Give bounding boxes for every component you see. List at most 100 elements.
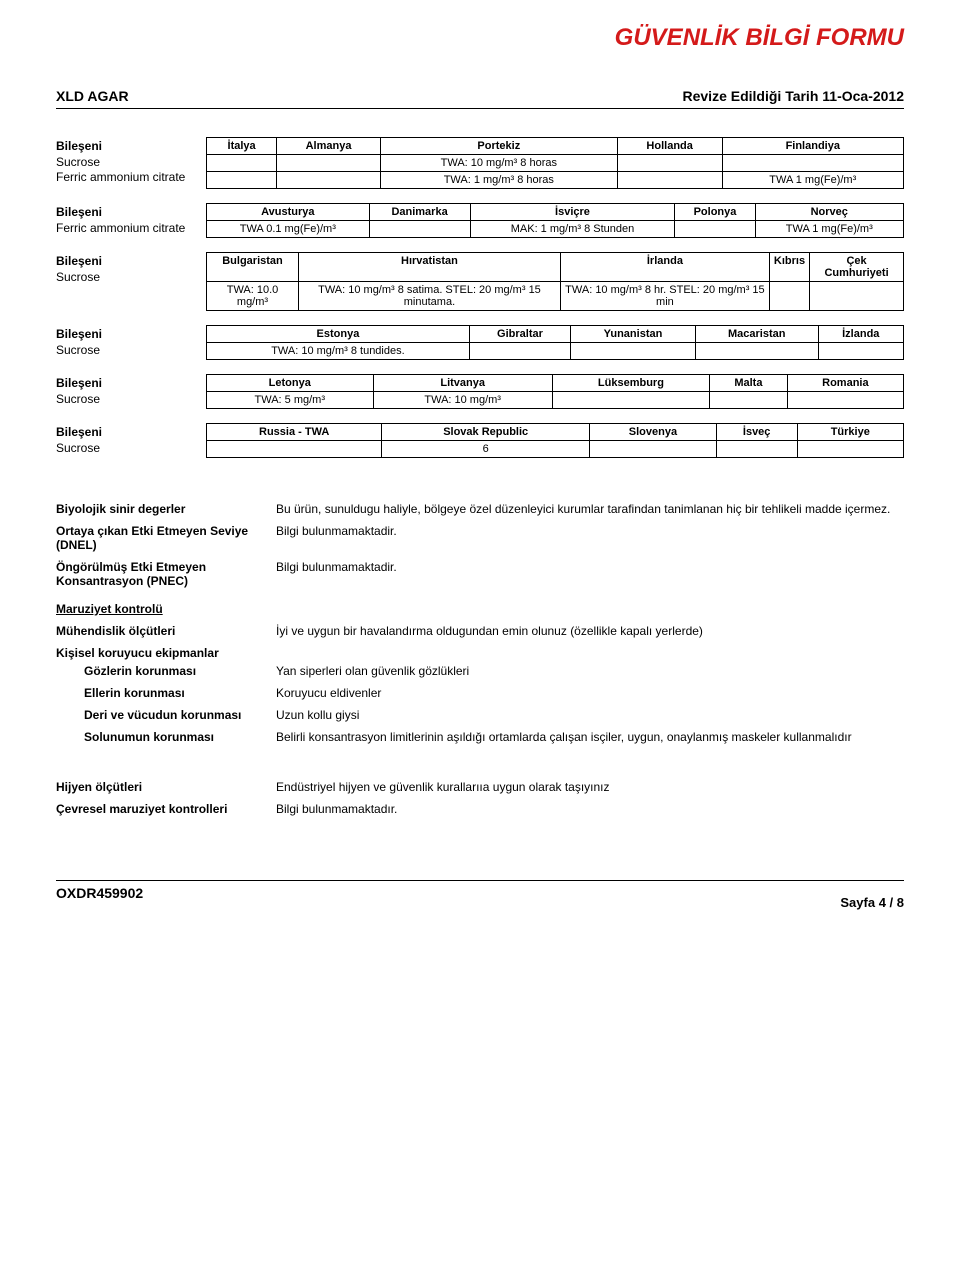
footer-code: OXDR459902 [56, 885, 143, 901]
col-header: Gibraltar [469, 326, 570, 343]
kv-value: Uzun kollu giysi [276, 708, 904, 722]
col-header: Norveç [755, 204, 903, 221]
kv-value: Bilgi bulunmamaktadir. [276, 560, 904, 588]
cell [207, 441, 382, 458]
rowhead: Bileşeni [56, 376, 206, 392]
kv-label: Mühendislik ölçütleri [56, 624, 276, 638]
rowhead: Bileşeni [56, 139, 206, 155]
cell [552, 392, 709, 409]
cell [469, 343, 570, 360]
kv-value: Bilgi bulunmamaktadir. [276, 524, 904, 552]
col-header: Letonya [207, 375, 374, 392]
cell [617, 155, 722, 172]
cell [277, 172, 381, 189]
col-header: İsveç [716, 424, 797, 441]
cell: TWA: 10 mg/m³ 8 satima. STEL: 20 mg/m³ 1… [299, 282, 561, 311]
cell [787, 392, 903, 409]
cell: TWA: 1 mg/m³ 8 horas [380, 172, 617, 189]
col-header: Romania [787, 375, 903, 392]
col-header: Malta [710, 375, 788, 392]
cell: TWA: 10 mg/m³ [373, 392, 552, 409]
col-header: Finlandiya [722, 138, 903, 155]
cell [722, 155, 903, 172]
kv-label: Biyolojik sinir degerler [56, 502, 276, 516]
kv-value: Koruyucu eldivenler [276, 686, 904, 700]
rowlabel: Sucrose [56, 155, 206, 171]
cell [571, 343, 696, 360]
col-header: İsviçre [470, 204, 675, 221]
col-header: Avusturya [207, 204, 370, 221]
col-header: Portekiz [380, 138, 617, 155]
cell [695, 343, 818, 360]
kv-label: Çevresel maruziyet kontrolleri [56, 802, 276, 816]
kv-label: Solunumun korunması [56, 730, 276, 744]
kv-value: İyi ve uygun bir havalandırma oldugundan… [276, 624, 904, 638]
data-table: Letonya Litvanya Lüksemburg Malta Romani… [206, 374, 904, 409]
rowlabel: Sucrose [56, 392, 206, 408]
col-header: Lüksemburg [552, 375, 709, 392]
subsection-heading: Kişisel koruyucu ekipmanlar [56, 646, 904, 660]
col-header: İzlanda [818, 326, 903, 343]
kv-label: Deri ve vücudun korunması [56, 708, 276, 722]
cell [277, 155, 381, 172]
rowhead: Bileşeni [56, 205, 206, 221]
col-header: Almanya [277, 138, 381, 155]
cell [207, 172, 277, 189]
cell: TWA: 10 mg/m³ 8 tundides. [207, 343, 470, 360]
cell [716, 441, 797, 458]
cell [675, 221, 755, 238]
kv-label: Gözlerin korunması [56, 664, 276, 678]
rowlabel: Sucrose [56, 441, 206, 457]
col-header: Hollanda [617, 138, 722, 155]
rowlabel: Ferric ammonium citrate [56, 170, 206, 186]
table-block-4: Bileşeni Sucrose Estonya Gibraltar Yunan… [56, 325, 904, 360]
table-rowlabels: Bileşeni Sucrose [56, 423, 206, 458]
cell: 6 [382, 441, 590, 458]
col-header: Türkiye [797, 424, 903, 441]
cell: MAK: 1 mg/m³ 8 Stunden [470, 221, 675, 238]
data-table: Estonya Gibraltar Yunanistan Macaristan … [206, 325, 904, 360]
col-header: Yunanistan [571, 326, 696, 343]
cell: TWA 1 mg(Fe)/m³ [722, 172, 903, 189]
rowlabel: Sucrose [56, 270, 206, 286]
cell: TWA 0.1 mg(Fe)/m³ [207, 221, 370, 238]
col-header: Çek Cumhuriyeti [810, 253, 904, 282]
kv-label: Öngörülmüş Etki Etmeyen Konsantrasyon (P… [56, 560, 276, 588]
table-rowlabels: Bileşeni Sucrose [56, 325, 206, 360]
col-header: Polonya [675, 204, 755, 221]
cell: TWA: 10.0 mg/m³ [207, 282, 299, 311]
rowlabel: Sucrose [56, 343, 206, 359]
cell [590, 441, 717, 458]
col-header: İrlanda [560, 253, 769, 282]
header-bar: XLD AGAR Revize Edildiği Tarih 11-Oca-20… [56, 88, 904, 109]
cell [818, 343, 903, 360]
col-header: Danimarka [369, 204, 470, 221]
cell [769, 282, 809, 311]
cell [797, 441, 903, 458]
rowlabel: Ferric ammonium citrate [56, 221, 206, 237]
footer-page: Sayfa 4 / 8 [840, 885, 904, 910]
kv-label: Hijyen ölçütleri [56, 780, 276, 794]
col-header: Hırvatistan [299, 253, 561, 282]
table-rowlabels: Bileşeni Sucrose [56, 374, 206, 409]
revision-date: Revize Edildiği Tarih 11-Oca-2012 [683, 88, 905, 104]
data-table: Bulgaristan Hırvatistan İrlanda Kıbrıs Ç… [206, 252, 904, 311]
cell [369, 221, 470, 238]
cell: TWA: 10 mg/m³ 8 hr. STEL: 20 mg/m³ 15 mi… [560, 282, 769, 311]
kv-value: Bilgi bulunmamaktadır. [276, 802, 904, 816]
col-header: Estonya [207, 326, 470, 343]
cell: TWA: 5 mg/m³ [207, 392, 374, 409]
rowhead: Bileşeni [56, 254, 206, 270]
kv-section: Biyolojik sinir degerler Bu ürün, sunuld… [56, 502, 904, 816]
cell [710, 392, 788, 409]
kv-value: Endüstriyel hijyen ve güvenlik kuralları… [276, 780, 904, 794]
data-table: İtalya Almanya Portekiz Hollanda Finland… [206, 137, 904, 189]
col-header: Slovenya [590, 424, 717, 441]
cell: TWA 1 mg(Fe)/m³ [755, 221, 903, 238]
cell [617, 172, 722, 189]
page-footer: OXDR459902 Sayfa 4 / 8 [56, 880, 904, 910]
page-title: GÜVENLİK BİLGİ FORMU [56, 24, 904, 52]
cell [810, 282, 904, 311]
kv-value: Belirli konsantrasyon limitlerinin aşıld… [276, 730, 904, 744]
table-block-5: Bileşeni Sucrose Letonya Litvanya Lüksem… [56, 374, 904, 409]
